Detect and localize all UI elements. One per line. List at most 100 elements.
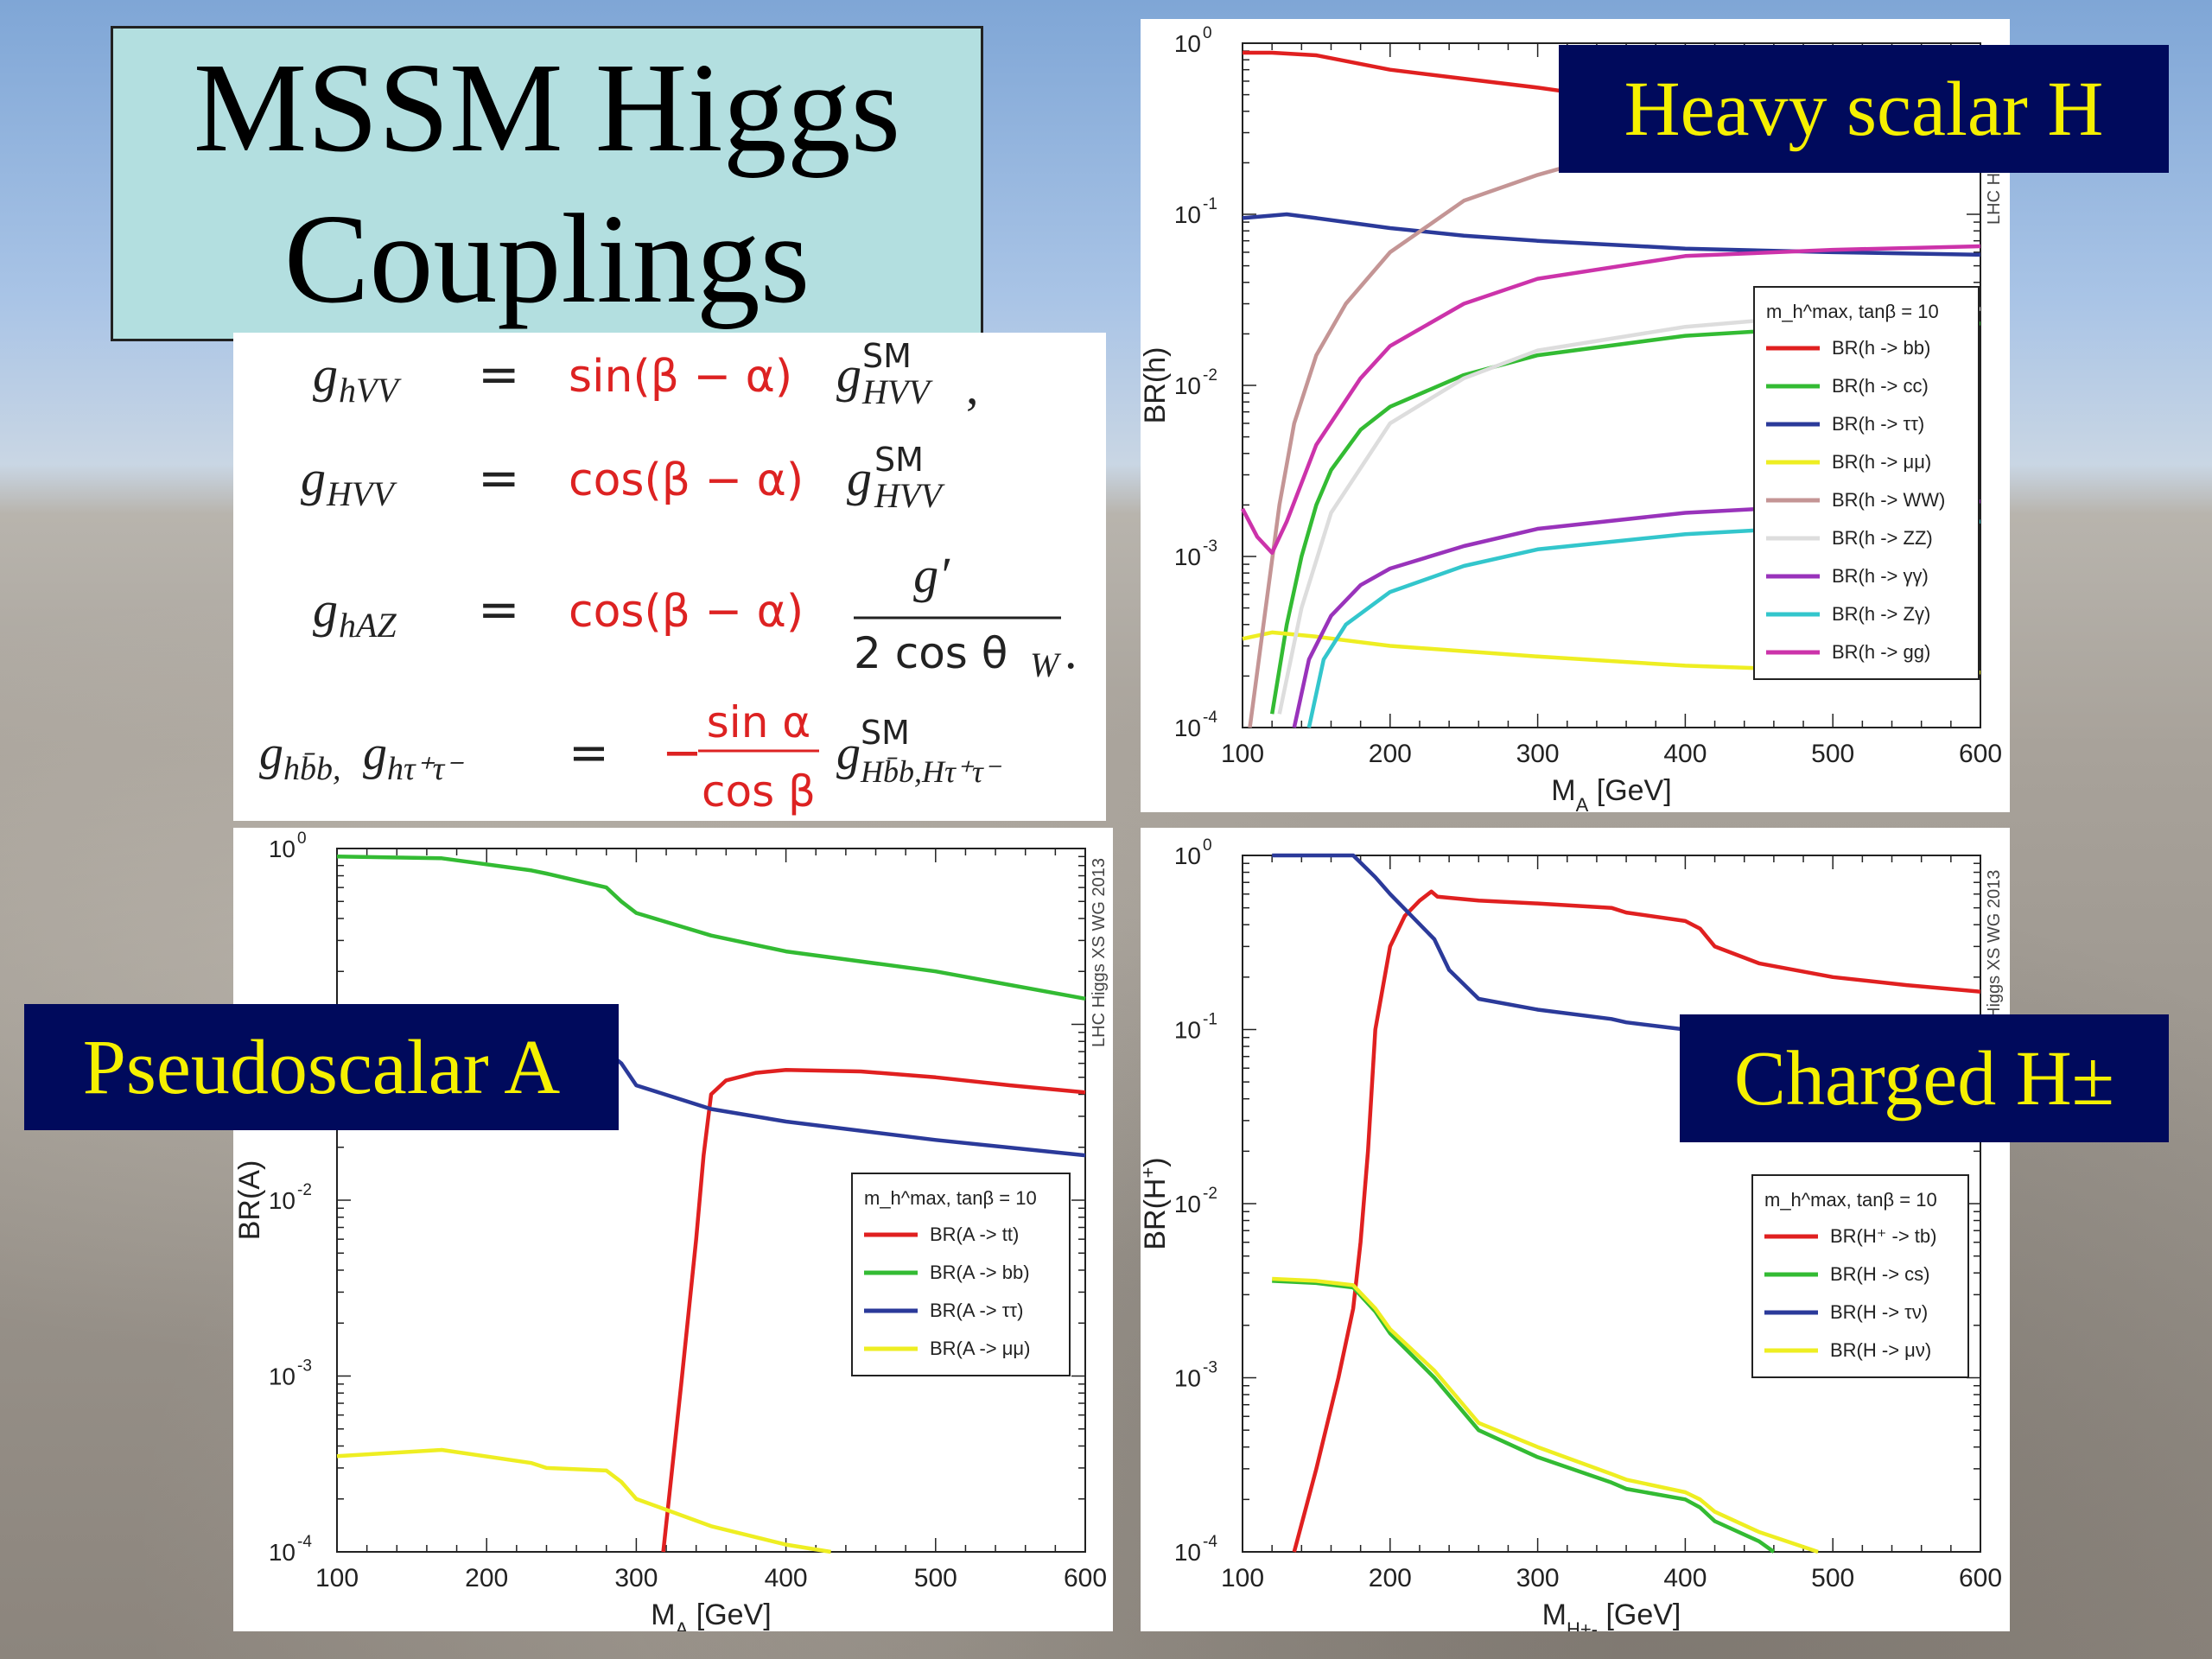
x-tick-label: 400 <box>765 1564 808 1592</box>
y-tick-label: 10 <box>1174 372 1201 399</box>
coef: sin(β − α) <box>569 351 792 403</box>
formula-row-3: g hAZ = cos(β − α) g′ 2 cos θ W . <box>313 547 1077 684</box>
sub: HVV <box>874 476 945 515</box>
frac-den: 2 cos θ <box>854 628 1007 678</box>
x-tick-label: 100 <box>1221 740 1264 768</box>
y-axis-label: BR(h) <box>1141 347 1172 424</box>
series-line-9 <box>1241 244 1981 556</box>
y-axis-label-main: BR(H <box>1141 1179 1172 1250</box>
legend-entry: BR(h -> ττ) <box>1832 413 1924 435</box>
g-sym: g <box>847 450 872 506</box>
equals-sign: = <box>478 345 520 404</box>
g-sym: g <box>836 727 861 780</box>
x-tick-label: 500 <box>1811 1564 1854 1592</box>
lhs-g: g <box>313 582 338 638</box>
tail: . <box>1065 623 1077 679</box>
equals-sign: = <box>478 580 520 639</box>
x-axis-label-main: M <box>651 1599 675 1631</box>
coef: cos(β − α) <box>569 454 804 506</box>
x-tick-label: 200 <box>1369 1564 1412 1592</box>
y-tick-exponent: -4 <box>1203 709 1217 727</box>
chart-pseudoscalar: 10020030040050060010-410-310-210-1100MA … <box>233 828 1113 1631</box>
x-axis-label-main: M <box>1551 774 1575 807</box>
formula-row-1: g hVV = sin(β − α) g SM HVV , <box>313 337 979 415</box>
minus-sign: − <box>662 725 702 781</box>
series-line-1 <box>1243 50 1568 94</box>
legend-entry: BR(H -> τν) <box>1830 1301 1928 1323</box>
x-axis-label-main: M <box>1542 1599 1567 1631</box>
y-tick-label: 10 <box>1174 715 1201 741</box>
formula-svg: g hVV = sin(β − α) g SM HVV , g HVV = co… <box>259 337 1077 817</box>
y-tick-label: 10 <box>269 836 296 862</box>
lhs2-sub: hτ⁺τ⁻ <box>387 751 464 787</box>
series-line-1 <box>1292 889 1981 1553</box>
formula-panel: g hVV = sin(β − α) g SM HVV , g HVV = co… <box>233 333 1106 821</box>
legend-entry: BR(H -> cs) <box>1830 1263 1930 1285</box>
y-tick-exponent: -4 <box>297 1533 312 1551</box>
tail: , <box>966 359 979 415</box>
chart-svg: 10020030040050060010-410-310-210-1100MA … <box>233 830 1109 1631</box>
x-tick-label: 200 <box>465 1564 508 1592</box>
title-line-1: MSSM Higgs <box>193 36 901 179</box>
lhs-sub: hAZ <box>339 606 397 645</box>
x-axis-label: MA [GeV] <box>651 1599 771 1631</box>
lhs-g: g <box>259 727 283 780</box>
formula-row-4: g hb̄b, g hτ⁺τ⁻ = − sin α cos β g SM Hb̄… <box>259 697 1002 817</box>
legend-entry: BR(H -> μν) <box>1830 1339 1931 1361</box>
coef: cos(β − α) <box>569 586 804 638</box>
x-tick-label: 600 <box>1064 1564 1107 1592</box>
legend-header: m_h^max, tanβ = 10 <box>1766 301 1939 322</box>
frac-num: sin α <box>707 697 810 747</box>
y-tick-label: 10 <box>1174 1191 1201 1217</box>
series-line-4 <box>336 1447 831 1554</box>
y-tick-exponent: -2 <box>1203 366 1217 385</box>
legend-entry: BR(A -> ττ) <box>930 1300 1023 1321</box>
equals-sign: = <box>569 725 609 781</box>
y-tick-exponent: 0 <box>1203 24 1212 42</box>
y-tick-exponent: -3 <box>297 1357 312 1376</box>
series-line-2 <box>336 855 1086 1001</box>
x-tick-label: 600 <box>1959 1564 2002 1592</box>
y-tick-exponent: -2 <box>297 1181 312 1199</box>
x-tick-label: 300 <box>1516 740 1560 768</box>
legend-entry: BR(h -> cc) <box>1832 375 1929 397</box>
sub: HVV <box>861 372 933 411</box>
x-tick-label: 400 <box>1663 1564 1707 1592</box>
legend-entry: BR(H⁺ -> tb) <box>1830 1225 1936 1247</box>
y-tick-exponent: -2 <box>1203 1185 1217 1203</box>
x-tick-label: 300 <box>614 1564 658 1592</box>
x-tick-label: 300 <box>1516 1564 1560 1592</box>
equals-sign: = <box>478 448 520 507</box>
y-tick-exponent: -1 <box>1203 195 1217 213</box>
slide-title: MSSM Higgs Couplings <box>111 26 983 341</box>
x-tick-label: 500 <box>914 1564 957 1592</box>
x-tick-label: 100 <box>1221 1564 1264 1592</box>
legend-entry: BR(h -> γγ) <box>1832 565 1929 587</box>
lhs-g: g <box>313 346 338 403</box>
label-pseudoscalar: Pseudoscalar A <box>24 1004 619 1130</box>
chart-charged: 100 200 300 400 500 600 10 -4 10 -3 10 -2 10 -1 10 0 MH+… <box>1141 828 2010 1631</box>
y-axis-label-main: BR(A) <box>233 1160 266 1241</box>
legend-entry: BR(A -> μμ) <box>930 1338 1030 1359</box>
x-axis-label-unit: [GeV] <box>688 1599 771 1631</box>
watermark-text: C Higgs XS WG 2013 <box>1985 870 2004 1037</box>
label-heavy-scalar: Heavy scalar H <box>1559 45 2169 173</box>
legend-entry: BR(h -> μμ) <box>1832 451 1931 473</box>
g-sym: g <box>836 346 861 403</box>
x-tick-label: 500 <box>1811 740 1854 768</box>
frac-num: g′ <box>913 547 950 603</box>
legend-entry: BR(A -> bb) <box>930 1262 1030 1283</box>
series-line-2 <box>1269 321 1981 715</box>
y-tick-exponent: -3 <box>1203 1359 1217 1377</box>
x-tick-label: 200 <box>1369 740 1412 768</box>
series-line-4 <box>1272 1276 1819 1554</box>
legend-entry: BR(A -> tt) <box>930 1224 1019 1245</box>
legend-box <box>1751 1174 1969 1378</box>
x-tick-label: 600 <box>1959 740 2002 768</box>
watermark-text: LHC Higgs XS WG 2013 <box>1090 858 1109 1047</box>
y-tick-exponent: -4 <box>1203 1533 1217 1551</box>
lhs-sub: hb̄b, <box>283 751 341 787</box>
legend-header: m_h^max, tanβ = 10 <box>1764 1189 1937 1211</box>
y-axis-label: BR(H+) <box>1141 1157 1172 1249</box>
